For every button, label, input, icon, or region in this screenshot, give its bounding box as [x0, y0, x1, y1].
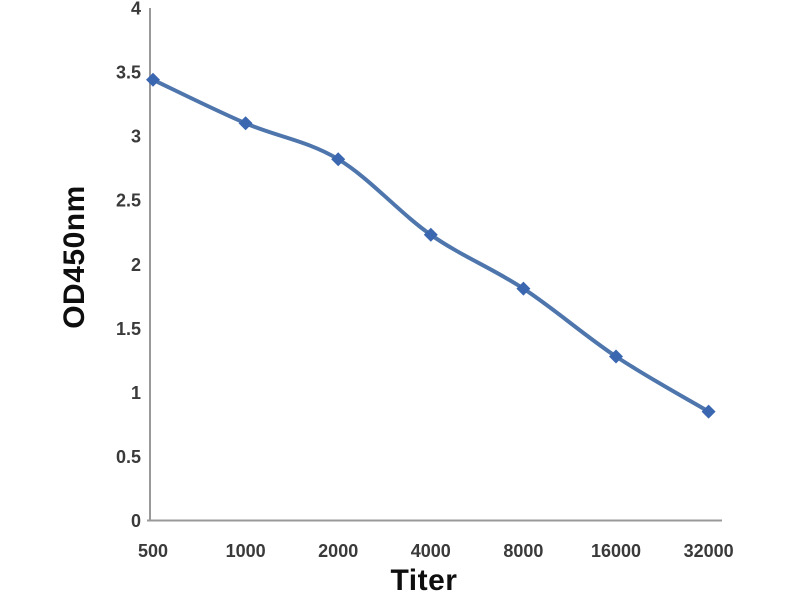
x-tick-label: 32000 — [684, 541, 734, 561]
data-point-marker — [238, 116, 253, 131]
data-point-marker — [516, 281, 531, 296]
y-tick-label: 1 — [131, 383, 141, 403]
x-axis-title: Titer — [390, 564, 458, 597]
x-tick-label: 16000 — [591, 541, 641, 561]
data-point-marker — [146, 72, 160, 87]
y-tick-label: 3.5 — [116, 63, 141, 83]
y-axis-title: OD450nm — [58, 185, 91, 329]
data-point-marker — [423, 227, 438, 242]
y-tick-label: 1.5 — [116, 319, 141, 339]
y-tick-label: 2 — [131, 255, 141, 275]
x-tick-label: 500 — [138, 541, 168, 561]
y-tick-label: 4 — [131, 0, 141, 19]
data-point-marker — [609, 349, 623, 364]
x-tick-label: 4000 — [411, 541, 451, 561]
data-point-marker — [701, 404, 716, 419]
x-tick-label: 2000 — [318, 541, 358, 561]
series-line — [151, 77, 711, 414]
y-tick-label: 0.5 — [116, 447, 141, 467]
data-point-marker — [331, 152, 346, 167]
x-tick-label: 8000 — [503, 541, 543, 561]
y-tick-label: 0 — [131, 511, 141, 531]
y-tick-label: 2.5 — [116, 191, 141, 211]
x-tick-label: 1000 — [226, 541, 266, 561]
y-tick-label: 3 — [131, 127, 141, 147]
